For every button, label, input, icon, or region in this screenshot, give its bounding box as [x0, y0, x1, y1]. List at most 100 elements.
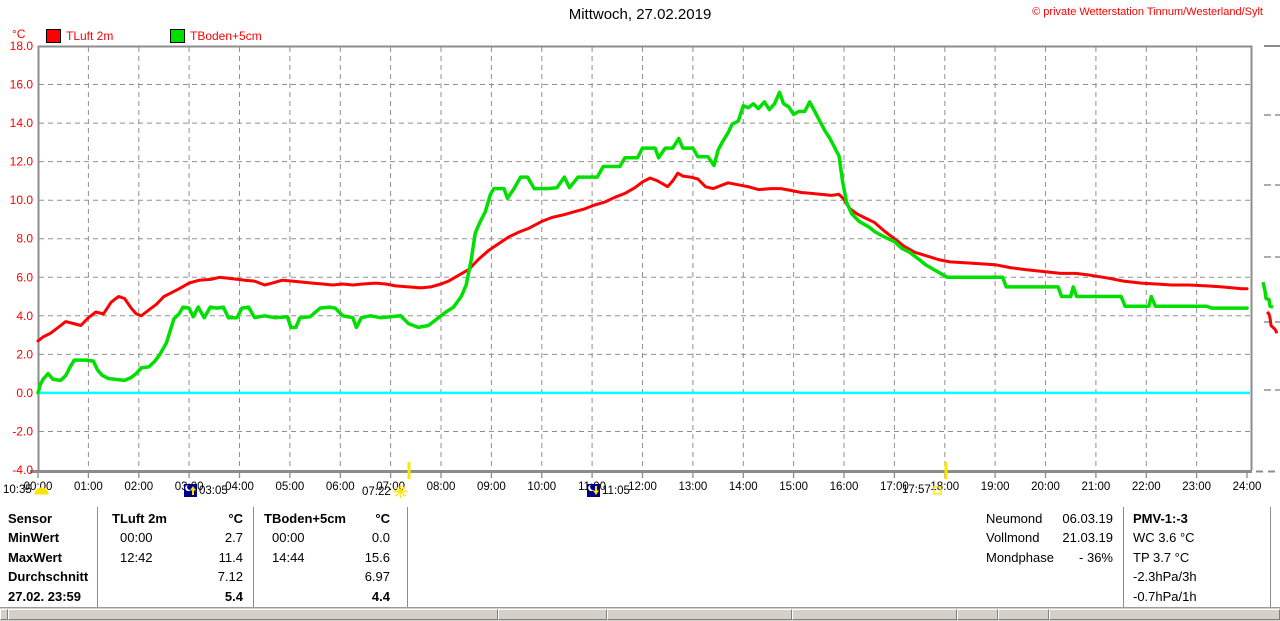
svg-text:0.0: 0.0 [16, 386, 33, 400]
tboden-max-value: 15.6 [364, 550, 390, 565]
x-axis-ticks [37, 473, 1248, 478]
svg-text:15:00: 15:00 [779, 481, 808, 493]
tboden-avg-value: 6.97 [364, 569, 390, 584]
svg-text:04:00: 04:00 [225, 481, 254, 493]
legend-item-tluft: TLuft 2m [46, 29, 113, 43]
tboden-header: TBoden+5cm [264, 511, 346, 526]
tboden-series-line [36, 90, 1249, 395]
svg-text:17:00: 17:00 [880, 481, 909, 493]
neumond-label: Neumond [986, 511, 1043, 526]
svg-text:10:00: 10:00 [527, 481, 556, 493]
svg-text:2.0: 2.0 [16, 347, 33, 361]
live-strip [1256, 45, 1280, 473]
neumond-date: 06.03.19 [1062, 511, 1113, 526]
svg-text:8.0: 8.0 [16, 232, 33, 246]
svg-text:05:00: 05:00 [276, 481, 305, 493]
tboden-min-value: 0.0 [371, 530, 390, 545]
dewpoint-value: TP 3.7 °C [1133, 550, 1190, 565]
table-divider-2 [253, 507, 254, 617]
tboden-last-value: 4.4 [371, 589, 390, 604]
tluft-unit: °C [228, 511, 243, 526]
svg-text:14.0: 14.0 [10, 116, 34, 130]
sunrise-icon [393, 484, 407, 499]
live-strip-tluft-line [1265, 310, 1279, 334]
vollmond-date: 21.03.19 [1062, 530, 1113, 545]
svg-text:12:00: 12:00 [628, 481, 657, 493]
svg-text:06:00: 06:00 [326, 481, 355, 493]
tluft-header: TLuft 2m [112, 511, 167, 526]
mondphase-label: Mondphase [986, 550, 1054, 565]
tboden-min-time: 00:00 [272, 530, 305, 545]
svg-text:4.0: 4.0 [16, 309, 33, 323]
tboden-unit: °C [375, 511, 390, 526]
svg-text:14:00: 14:00 [729, 481, 758, 493]
sunshine-duration-icon [34, 487, 49, 494]
svg-text:12.0: 12.0 [10, 155, 34, 169]
svg-text:22:00: 22:00 [1132, 481, 1161, 493]
tluft-max-value: 11.4 [218, 550, 243, 565]
svg-text:23:00: 23:00 [1182, 481, 1211, 493]
moonset-time: 11:05 [602, 484, 630, 497]
status-bar-segment [1049, 609, 1280, 620]
sunset-annotation: 17:57 [902, 484, 942, 496]
tluft-series-line [36, 171, 1249, 343]
svg-text:24:00: 24:00 [1233, 481, 1262, 493]
pmv-title: PMV-1:-3 [1133, 511, 1188, 526]
y-axis-labels: 18.0 16.0 14.0 12.0 10.0 8.0 6.0 4.0 2.0 0.0 -2.0 -… [10, 39, 34, 477]
svg-text:07:00: 07:00 [376, 481, 405, 493]
copyright-note: © private Wetterstation Tinnum/Westerlan… [1032, 6, 1263, 18]
svg-text:-4.0: -4.0 [12, 463, 33, 477]
moonset-icon [587, 484, 600, 497]
table-row-label-minwert: MinWert [8, 530, 60, 545]
status-bar-segment [498, 609, 607, 620]
svg-text:16:00: 16:00 [830, 481, 859, 493]
tluft-color-swatch [46, 29, 61, 43]
y-axis-unit-label: °C [12, 27, 26, 41]
status-bar-segment [998, 609, 1049, 620]
x-axis-labels: 00:0001:0002:0003:0004:0005:0006:0007:00… [24, 481, 1262, 493]
page-title: Mittwoch, 27.02.2019 [568, 6, 712, 23]
sunrise-time: 07:22 [362, 485, 391, 498]
sunshine-duration-annotation: 10:35 [3, 484, 49, 496]
svg-text:13:00: 13:00 [679, 481, 708, 493]
live-strip-tboden-line [1261, 281, 1274, 309]
table-divider-1 [97, 507, 98, 617]
svg-text:19:00: 19:00 [981, 481, 1010, 493]
moonrise-time: 03:05 [199, 484, 228, 497]
svg-text:02:00: 02:00 [124, 481, 153, 493]
sunshine-duration-time: 10:35 [3, 484, 32, 496]
vollmond-label: Vollmond [986, 530, 1040, 545]
temperature-chart: 00:0001:0002:0003:0004:0005:0006:0007:00… [10, 39, 1280, 493]
status-bar-segment [957, 609, 998, 620]
table-divider-4 [1123, 507, 1124, 617]
pressure-trend-3h: -2.3hPa/3h [1133, 569, 1197, 584]
table-divider-3 [407, 507, 408, 617]
moonrise-annotation: 03:05 [184, 484, 228, 497]
tluft-avg-value: 7.12 [217, 569, 243, 584]
grid-lines [39, 47, 1250, 469]
svg-text:21:00: 21:00 [1082, 481, 1111, 493]
tluft-last-value: 5.4 [224, 589, 243, 604]
legend-label-tboden: TBoden+5cm [190, 29, 262, 43]
svg-text:16.0: 16.0 [10, 78, 34, 92]
mondphase-value: - 36% [1079, 550, 1113, 565]
tboden-max-time: 14:44 [272, 550, 305, 565]
svg-text:6.0: 6.0 [16, 270, 33, 284]
table-row-label-sensor: Sensor [8, 511, 53, 526]
svg-text:20:00: 20:00 [1031, 481, 1060, 493]
tluft-min-value: 2.7 [224, 530, 243, 545]
windchill-value: WC 3.6 °C [1133, 530, 1195, 545]
svg-text:-2.0: -2.0 [12, 425, 33, 439]
table-divider-5 [1270, 507, 1271, 617]
tluft-max-time: 12:42 [120, 550, 153, 565]
moonset-annotation: 11:05 [587, 484, 630, 497]
svg-text:08:00: 08:00 [427, 481, 456, 493]
svg-text:01:00: 01:00 [74, 481, 103, 493]
svg-text:18.0: 18.0 [10, 39, 34, 53]
legend-item-tboden: TBoden+5cm [170, 29, 262, 43]
pressure-trend-1h: -0.7hPa/1h [1133, 589, 1197, 604]
table-row-label-date: 27.02. 23:59 [8, 589, 82, 604]
legend-label-tluft: TLuft 2m [66, 29, 114, 43]
status-bar-segment [607, 609, 792, 620]
